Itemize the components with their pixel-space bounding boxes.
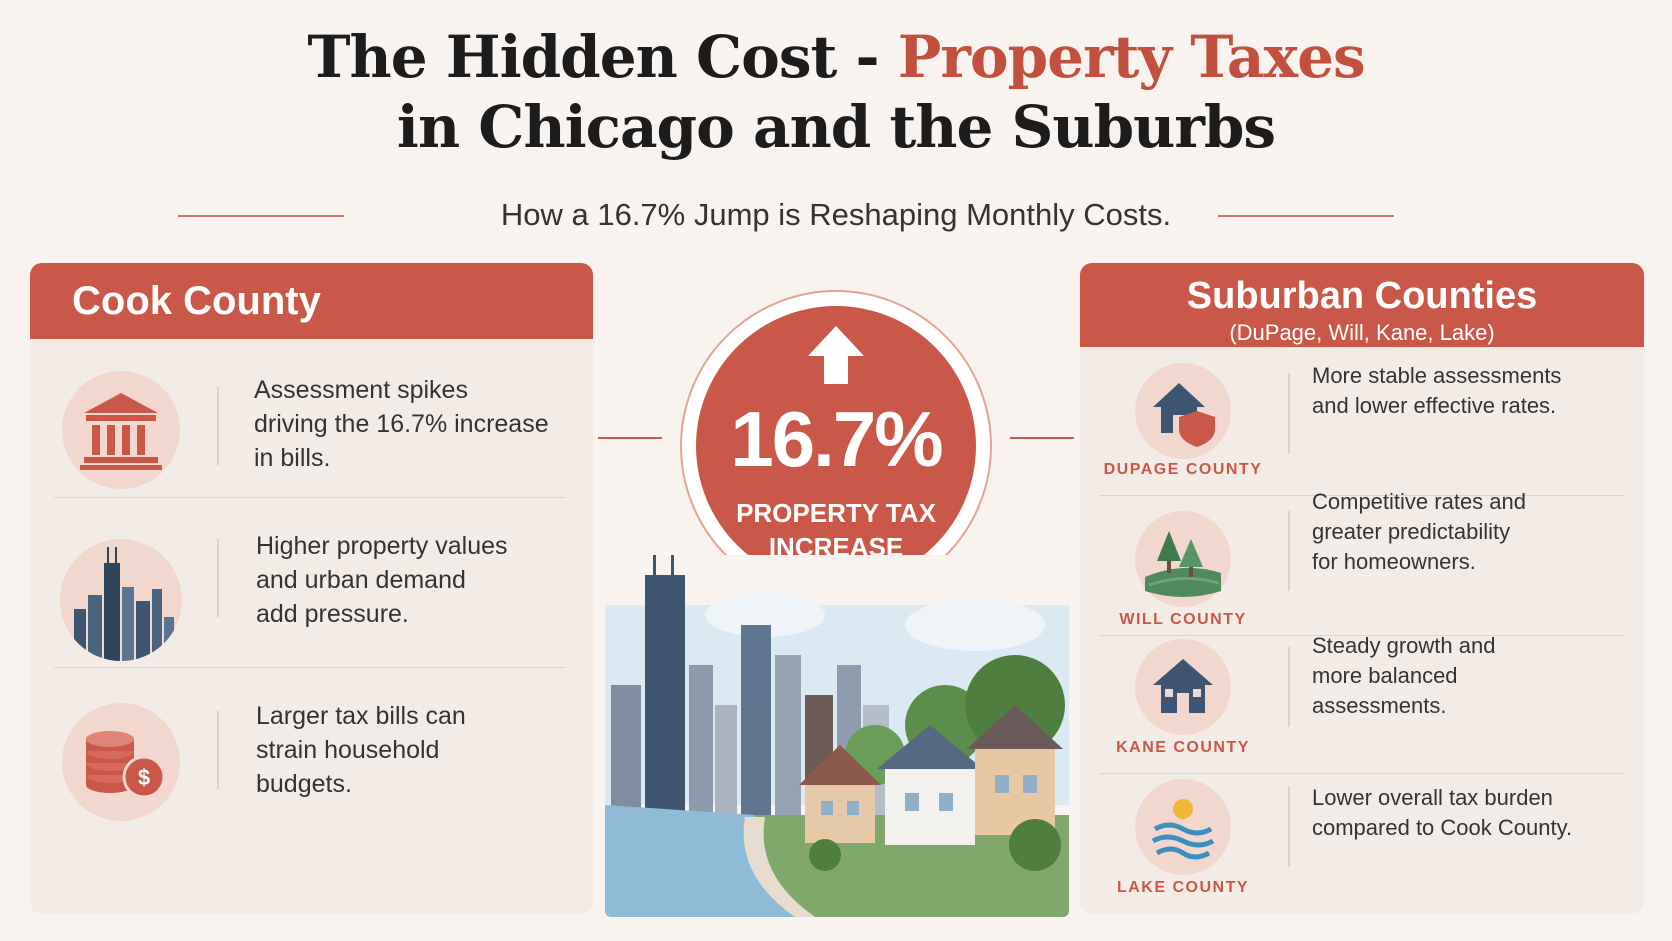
divider-vertical	[1288, 647, 1290, 727]
text-line: greater predictability	[1312, 519, 1511, 544]
courthouse-icon	[62, 371, 180, 489]
text-line: assessments.	[1312, 693, 1447, 718]
subtitle-rule-right	[1218, 215, 1394, 217]
cook-item-property-values: Higher property values and urban demand …	[30, 515, 593, 695]
row-divider	[54, 667, 566, 668]
subtitle-rule-left	[178, 215, 344, 217]
row-divider	[1100, 495, 1624, 496]
row-divider	[1100, 773, 1624, 774]
county-row-will: WILL COUNTY Competitive rates and greate…	[1080, 489, 1644, 637]
sun-waves-icon	[1135, 779, 1231, 875]
text-line: Lower overall tax burden	[1312, 785, 1553, 810]
row-divider	[54, 497, 566, 498]
svg-text:$: $	[138, 765, 150, 790]
badge-label-line: PROPERTY TAX	[736, 498, 936, 528]
up-arrow-icon	[808, 326, 864, 388]
text-line: Competitive rates and	[1312, 489, 1526, 514]
text-line: More stable assessments	[1312, 363, 1562, 388]
title-part1: The Hidden Cost -	[307, 23, 898, 91]
divider-vertical	[217, 711, 219, 789]
cook-county-panel: Cook County Assessment spikes driving th…	[30, 263, 593, 914]
cook-item-text: Larger tax bills can strain household bu…	[256, 699, 576, 801]
suburban-counties-panel: Suburban Counties (DuPage, Will, Kane, L…	[1080, 263, 1644, 914]
county-description: Competitive rates and greater predictabi…	[1312, 487, 1622, 577]
row-divider	[1100, 635, 1624, 636]
text-line: for homeowners.	[1312, 549, 1476, 574]
divider-vertical	[1288, 787, 1290, 867]
page-title: The Hidden Cost - Property Taxes in Chic…	[0, 22, 1672, 162]
title-line2: in Chicago and the Suburbs	[396, 93, 1276, 161]
connector-right	[1010, 437, 1074, 439]
cook-item-text: Higher property values and urban demand …	[256, 529, 576, 631]
suburban-subheading: (DuPage, Will, Kane, Lake)	[1229, 320, 1495, 345]
text-line: budgets.	[256, 770, 352, 798]
text-line: driving the 16.7% increase	[254, 410, 549, 438]
cook-item-tax-bills: $ Larger tax bills can strain household …	[30, 693, 593, 873]
text-line: Higher property values	[256, 532, 508, 560]
county-row-dupage: DUPAGE COUNTY More stable assessments an…	[1080, 355, 1644, 495]
badge-label: PROPERTY TAX INCREASE	[696, 496, 976, 564]
cook-item-assessment: Assessment spikes driving the 16.7% incr…	[30, 349, 593, 529]
county-description: Lower overall tax burden compared to Coo…	[1312, 783, 1622, 843]
county-label: KANE COUNTY	[1116, 739, 1250, 756]
text-line: Assessment spikes	[254, 376, 468, 404]
text-line: Larger tax bills can	[256, 702, 466, 730]
subtitle-row: How a 16.7% Jump is Reshaping Monthly Co…	[0, 195, 1672, 235]
increase-badge: 16.7% PROPERTY TAX INCREASE	[680, 290, 992, 602]
title-accent: Property Taxes	[897, 23, 1366, 91]
trees-field-icon	[1135, 511, 1231, 607]
county-row-lake: LAKE COUNTY Lower overall tax burden com…	[1080, 777, 1644, 914]
county-description: More stable assessments and lower effect…	[1312, 361, 1622, 421]
badge-percent: 16.7%	[730, 395, 943, 483]
divider-vertical	[217, 539, 219, 617]
county-row-kane: KANE COUNTY Steady growth and more balan…	[1080, 633, 1644, 777]
text-line: in bills.	[254, 444, 331, 472]
suburban-heading-block: Suburban Counties (DuPage, Will, Kane, L…	[1080, 263, 1644, 347]
suburban-heading: Suburban Counties	[1186, 275, 1538, 317]
divider-vertical	[1288, 511, 1290, 591]
text-line: add pressure.	[256, 600, 409, 628]
county-label: WILL COUNTY	[1119, 611, 1247, 628]
city-suburb-illustration	[605, 555, 1069, 917]
cook-county-heading: Cook County	[30, 263, 593, 339]
subtitle: How a 16.7% Jump is Reshaping Monthly Co…	[500, 197, 1172, 232]
badge-inner: 16.7% PROPERTY TAX INCREASE	[696, 306, 976, 586]
coins-dollar-icon: $	[62, 703, 180, 821]
county-label: DUPAGE COUNTY	[1103, 461, 1263, 478]
connector-left	[598, 437, 662, 439]
text-line: Steady growth and	[1312, 633, 1496, 658]
text-line: and urban demand	[256, 566, 466, 594]
skyline-icon	[60, 539, 182, 661]
cook-item-text: Assessment spikes driving the 16.7% incr…	[254, 373, 574, 475]
county-label: LAKE COUNTY	[1116, 879, 1250, 896]
divider-vertical	[217, 387, 219, 465]
text-line: compared to Cook County.	[1312, 815, 1573, 840]
house-icon	[1135, 639, 1231, 735]
text-line: and lower effective rates.	[1312, 393, 1557, 418]
house-shield-icon	[1135, 363, 1231, 459]
county-description: Steady growth and more balanced assessme…	[1312, 631, 1622, 721]
text-line: more balanced	[1312, 663, 1458, 688]
divider-vertical	[1288, 373, 1290, 453]
text-line: strain household	[256, 736, 440, 764]
